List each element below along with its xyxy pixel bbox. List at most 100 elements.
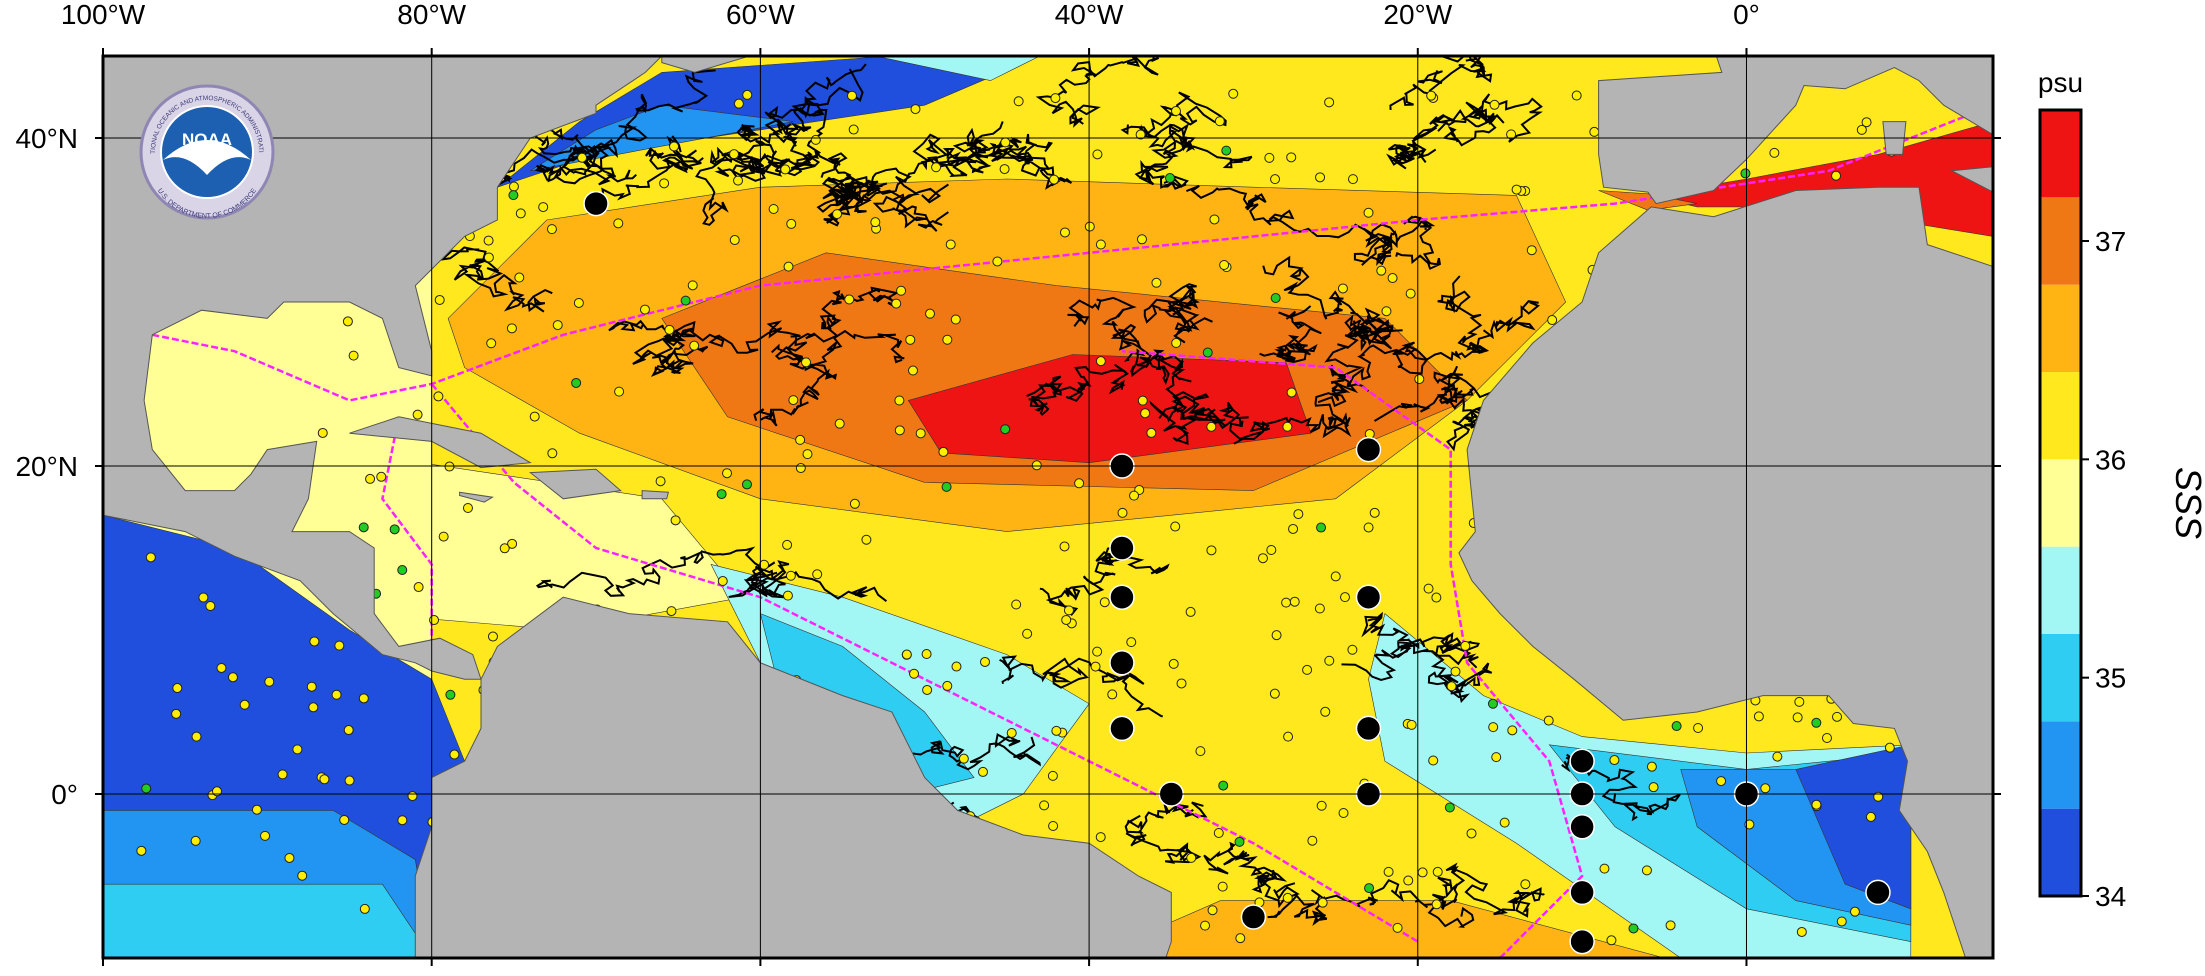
surface-float: [1270, 293, 1281, 304]
argo-float: [1406, 719, 1417, 730]
sss-patch: [103, 883, 433, 958]
map-frame: [101, 54, 1995, 960]
argo-float: [1209, 214, 1220, 225]
argo-float: [1769, 147, 1780, 158]
argo-float: [1428, 755, 1439, 766]
colorbar-band: [2040, 284, 2081, 372]
argo-float: [849, 498, 860, 509]
surface-float: [1740, 168, 1751, 179]
surface-float: [1628, 923, 1639, 934]
argo-float: [216, 662, 227, 673]
colorbar-band: [2040, 372, 2081, 460]
argo-float: [1511, 184, 1522, 195]
argo-float: [1693, 723, 1704, 734]
argo-float: [376, 471, 387, 482]
land: [641, 490, 670, 500]
argo-float: [264, 676, 275, 687]
argo-float: [277, 769, 288, 780]
argo-float: [785, 570, 796, 581]
argo-float: [483, 252, 494, 263]
argo-float: [547, 448, 558, 459]
argo-float: [1281, 597, 1292, 608]
argo-float: [1571, 90, 1582, 101]
argo-float: [1324, 655, 1335, 666]
ship-track: [1121, 349, 1584, 958]
argo-float: [922, 684, 933, 695]
argo-float: [577, 152, 588, 163]
argo-float: [1363, 522, 1374, 533]
colorbar-band: [2040, 197, 2081, 285]
argo-float: [198, 592, 209, 603]
argo-float: [136, 845, 147, 856]
mooring: [1569, 879, 1595, 906]
argo-float: [483, 235, 494, 246]
argo-float: [1200, 920, 1211, 931]
ship-track: [430, 383, 1419, 943]
drifter-track: [1203, 841, 1300, 909]
argo-float: [613, 218, 624, 229]
argo-float: [846, 90, 857, 101]
argo-float: [309, 636, 320, 647]
argo-float: [1609, 755, 1620, 766]
drifter-track: [439, 246, 553, 313]
drifter-track: [999, 655, 1163, 718]
drifter-track: [1026, 363, 1130, 416]
drifter-track: [1120, 91, 1227, 153]
argo-float: [1489, 99, 1500, 110]
argo-float: [191, 731, 202, 742]
argo-float: [506, 323, 517, 334]
argo-float: [1363, 207, 1374, 218]
drifter-track: [1386, 109, 1467, 170]
argo-float: [1648, 782, 1659, 793]
mooring: [1109, 715, 1135, 742]
argo-float: [1171, 338, 1182, 349]
argo-float: [1491, 752, 1502, 763]
argo-float: [227, 672, 238, 683]
argo-float: [344, 775, 355, 786]
argo-float: [1266, 544, 1277, 555]
surface-float: [1316, 522, 1327, 533]
argo-float: [795, 434, 806, 445]
argo-float: [1170, 521, 1181, 532]
argo-float: [538, 202, 549, 213]
argo-float: [908, 365, 919, 376]
colorbar-unit: psu: [2038, 67, 2083, 98]
argo-float: [1520, 879, 1531, 890]
argo-float: [1423, 583, 1434, 594]
y-tick-label: 20°N: [15, 451, 78, 482]
argo-float: [1849, 906, 1860, 917]
argo-float: [172, 683, 183, 694]
surface-float: [389, 524, 400, 535]
drifter-track: [1262, 255, 1394, 350]
argo-float: [365, 473, 376, 484]
argo-float: [802, 449, 813, 460]
argo-float: [145, 552, 156, 563]
argo-float: [733, 175, 744, 186]
argo-float: [894, 395, 905, 406]
drifter-track: [1328, 341, 1478, 394]
argo-float: [297, 870, 308, 881]
argo-float: [1228, 88, 1239, 99]
map-area: [103, 56, 1993, 958]
mooring: [1355, 436, 1382, 463]
argo-float: [795, 463, 806, 474]
argo-float: [801, 357, 812, 368]
argo-float: [1061, 614, 1072, 625]
drifter-track: [771, 286, 900, 370]
argo-float: [1641, 865, 1652, 876]
argo-float: [951, 661, 962, 672]
argo-float: [717, 576, 728, 587]
argo-float: [1794, 696, 1805, 707]
surface-float: [1221, 145, 1232, 156]
argo-float: [1286, 387, 1297, 398]
mooring: [1569, 748, 1595, 774]
colorbar-tick-label: 36: [2095, 444, 2126, 475]
argo-float: [1206, 421, 1217, 432]
argo-float: [1092, 646, 1103, 657]
argo-float: [999, 164, 1010, 175]
sss-patch: [1598, 190, 1698, 211]
argo-float: [1865, 811, 1876, 822]
argo-float: [1289, 596, 1300, 607]
argo-float: [689, 340, 700, 351]
